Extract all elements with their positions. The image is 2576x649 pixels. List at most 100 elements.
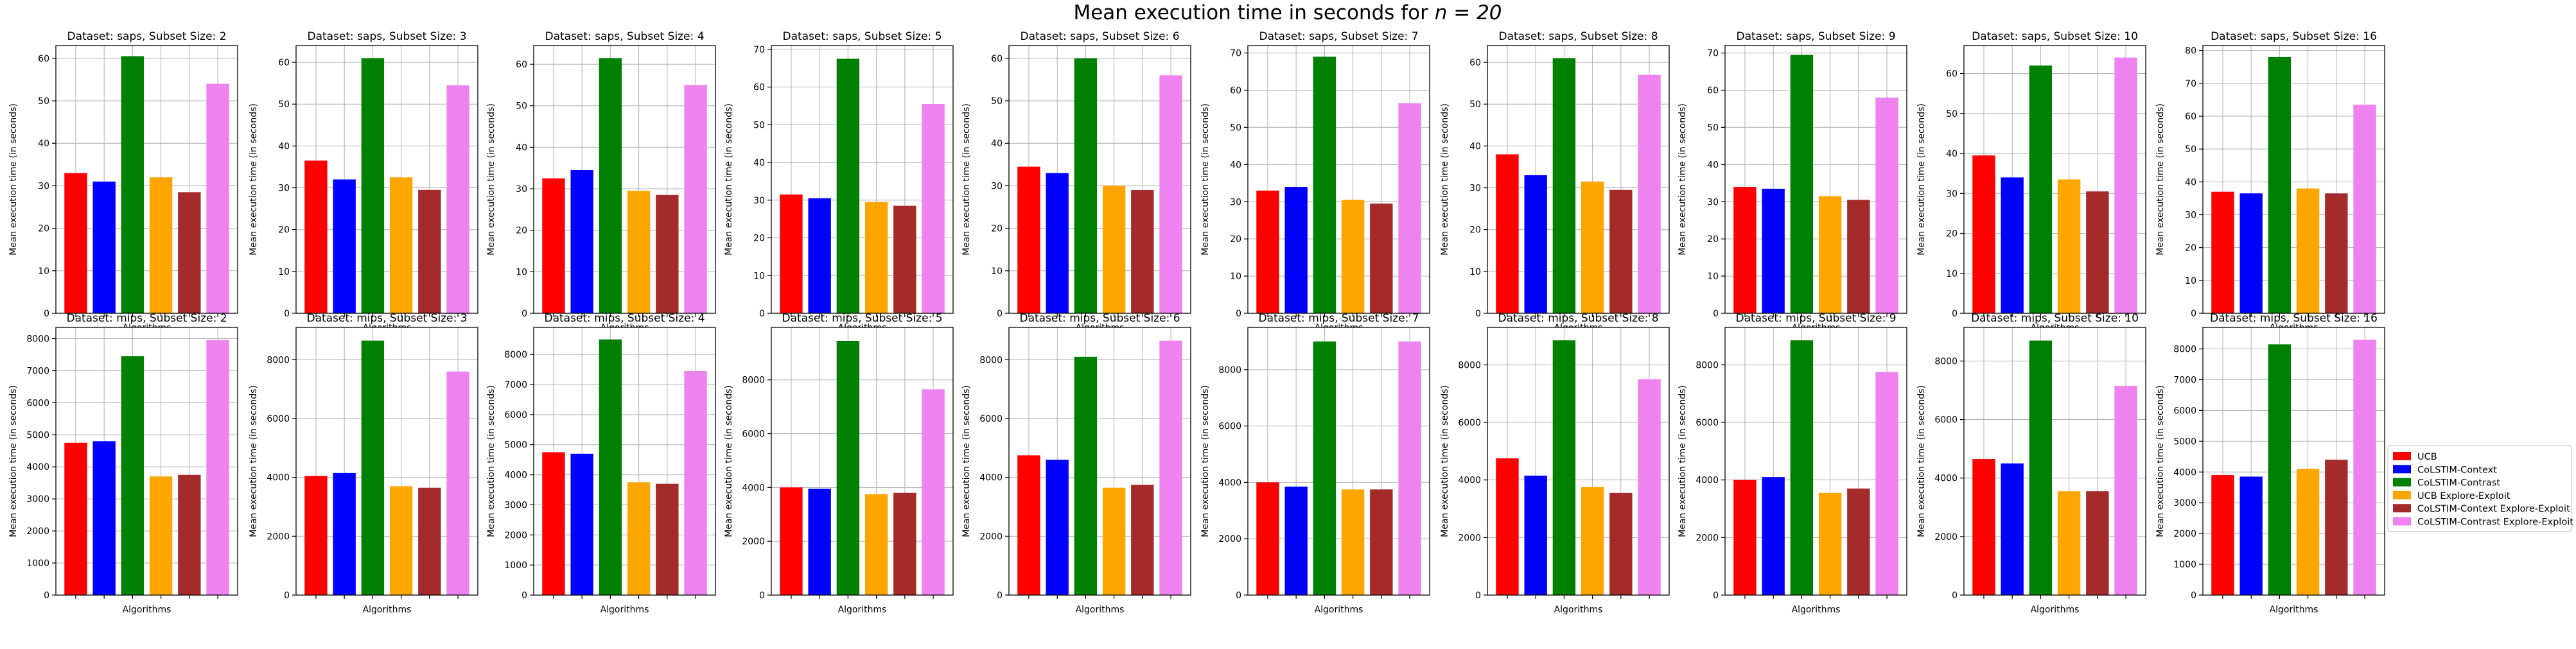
bar-colstim-contrast bbox=[1074, 356, 1098, 595]
y-tick-label: 10 bbox=[38, 266, 49, 277]
subplot: 0 2000 4000 6000 8000 Dataset: mips, Subset S… bbox=[249, 312, 478, 615]
y-tick-label: 4000 bbox=[742, 483, 765, 493]
bar-colstim-context bbox=[333, 472, 356, 595]
y-tick-label: 30 bbox=[1230, 197, 1241, 207]
y-tick-label: 0 bbox=[1952, 591, 1958, 601]
y-tick-label: 6000 bbox=[742, 429, 765, 440]
y-axis-label: Mean execution time (in seconds) bbox=[1916, 385, 1927, 537]
y-tick-label: 6000 bbox=[1695, 418, 1719, 428]
subplot-title: Dataset: mips, Subset Size: 5 bbox=[782, 312, 942, 325]
y-tick-label: 30 bbox=[753, 196, 765, 206]
bar-ucb bbox=[1256, 190, 1279, 313]
y-tick-label: 6000 bbox=[1934, 415, 1958, 426]
bar-colstim-contrast-explore-exploit bbox=[922, 104, 945, 313]
y-tick-label: 0 bbox=[759, 309, 765, 319]
y-tick-label: 6000 bbox=[504, 410, 527, 420]
axes-frame bbox=[1008, 327, 1191, 596]
y-tick-label: 2000 bbox=[504, 530, 527, 541]
bar-colstim-contrast bbox=[2029, 65, 2053, 314]
bar-colstim-context-explore-exploit bbox=[2325, 460, 2348, 595]
y-tick-label: 60 bbox=[2185, 112, 2196, 122]
bar-colstim-contrast bbox=[2029, 340, 2053, 595]
bar-colstim-contrast bbox=[121, 56, 145, 314]
y-tick-label: 40 bbox=[1230, 160, 1241, 170]
y-tick-label: 70 bbox=[1707, 49, 1719, 59]
bar-colstim-context bbox=[2239, 476, 2263, 595]
y-tick-label: 70 bbox=[2185, 79, 2196, 89]
axes-frame bbox=[2202, 45, 2385, 314]
axes-frame bbox=[771, 45, 954, 314]
bar-colstim-contrast bbox=[2268, 344, 2291, 595]
bar-ucb bbox=[1972, 459, 1995, 595]
y-tick-label: 40 bbox=[1469, 141, 1481, 151]
bar-ucb-explore-exploit bbox=[389, 177, 413, 313]
y-tick-label: 10 bbox=[1230, 272, 1241, 282]
bar-ucb bbox=[1496, 458, 1519, 595]
subplot: 0 10 20 30 40 50 60 Dataset: saps, Subset Size:… bbox=[1916, 30, 2146, 333]
bar-colstim-contrast-explore-exploit bbox=[446, 85, 469, 313]
subplot: 0 10 20 30 40 50 60 70 80 Dataset: saps, Subset S… bbox=[2155, 30, 2385, 333]
bar-ucb bbox=[780, 194, 803, 313]
x-axis-label: Algorithms bbox=[1315, 605, 1363, 615]
y-tick-label: 20 bbox=[1469, 225, 1481, 236]
y-axis-label: Mean execution time (in seconds) bbox=[961, 103, 972, 255]
y-tick-label: 8000 bbox=[1934, 356, 1958, 367]
axes-frame bbox=[1487, 327, 1670, 596]
x-axis-label: Algorithms bbox=[2031, 605, 2080, 615]
y-tick-label: 8000 bbox=[1458, 360, 1481, 370]
bar-colstim-context-explore-exploit bbox=[1370, 203, 1393, 313]
y-tick-label: 50 bbox=[278, 100, 290, 110]
y-tick-label: 0 bbox=[1236, 309, 1241, 319]
bar-colstim-context bbox=[1762, 477, 1785, 595]
bar-colstim-context bbox=[1046, 460, 1069, 595]
y-tick-label: 0 bbox=[284, 591, 290, 601]
y-tick-label: 60 bbox=[753, 83, 765, 93]
legend-frame bbox=[2387, 445, 2572, 532]
bar-ucb bbox=[542, 452, 565, 595]
axes-frame bbox=[533, 327, 716, 596]
axes-frame bbox=[55, 327, 238, 596]
bar-colstim-contrast-explore-exploit bbox=[2353, 340, 2376, 595]
bar-ucb-explore-exploit bbox=[149, 177, 173, 313]
subplot: 0 1000 2000 3000 4000 5000 6000 7000 8000 Dataset… bbox=[2155, 312, 2385, 615]
y-tick-label: 4000 bbox=[504, 471, 527, 481]
y-tick-label: 50 bbox=[516, 101, 527, 112]
y-tick-label: 40 bbox=[1946, 149, 1958, 159]
bar-colstim-contrast-explore-exploit bbox=[684, 85, 707, 313]
bar-ucb-explore-exploit bbox=[1818, 492, 1842, 595]
bar-ucb-explore-exploit bbox=[1102, 186, 1126, 313]
subplot: 0 10 20 30 40 50 60 70 Dataset: saps, Subset Siz… bbox=[724, 30, 954, 333]
subplot-title: Dataset: mips, Subset Size: 7 bbox=[1258, 312, 1419, 325]
bar-ucb-explore-exploit bbox=[2057, 491, 2081, 595]
y-tick-label: 30 bbox=[1946, 189, 1958, 199]
bar-colstim-context-explore-exploit bbox=[2325, 193, 2348, 313]
y-tick-label: 4000 bbox=[1218, 478, 1241, 488]
y-tick-label: 70 bbox=[1230, 49, 1241, 59]
y-tick-label: 60 bbox=[516, 60, 527, 70]
bar-colstim-context bbox=[808, 489, 831, 595]
x-axis-label: Algorithms bbox=[123, 605, 171, 615]
bar-colstim-contrast bbox=[361, 340, 385, 595]
y-tick-label: 30 bbox=[38, 181, 49, 191]
bar-colstim-context-explore-exploit bbox=[893, 492, 916, 595]
y-tick-label: 2000 bbox=[742, 537, 765, 547]
y-tick-label: 50 bbox=[38, 96, 49, 107]
y-tick-label: 10 bbox=[278, 267, 290, 277]
bar-colstim-context bbox=[2239, 193, 2263, 313]
y-tick-label: 7000 bbox=[26, 366, 49, 376]
bar-colstim-context bbox=[1284, 187, 1308, 313]
y-axis-label: Mean execution time (in seconds) bbox=[1200, 385, 1211, 537]
y-tick-label: 6000 bbox=[2173, 406, 2196, 416]
y-axis-label: Mean execution time (in seconds) bbox=[249, 103, 259, 255]
axes-frame bbox=[1963, 45, 2146, 314]
y-tick-label: 6000 bbox=[1218, 422, 1241, 432]
bar-ucb-explore-exploit bbox=[1818, 196, 1842, 313]
bar-colstim-context-explore-exploit bbox=[1609, 189, 1633, 313]
y-axis-label: Mean execution time (in seconds) bbox=[486, 103, 496, 255]
x-axis-label: Algorithms bbox=[2270, 605, 2318, 615]
y-tick-label: 30 bbox=[278, 184, 290, 194]
y-tick-label: 2000 bbox=[1218, 534, 1241, 544]
y-tick-label: 0 bbox=[997, 591, 1003, 601]
y-tick-label: 60 bbox=[991, 54, 1003, 64]
